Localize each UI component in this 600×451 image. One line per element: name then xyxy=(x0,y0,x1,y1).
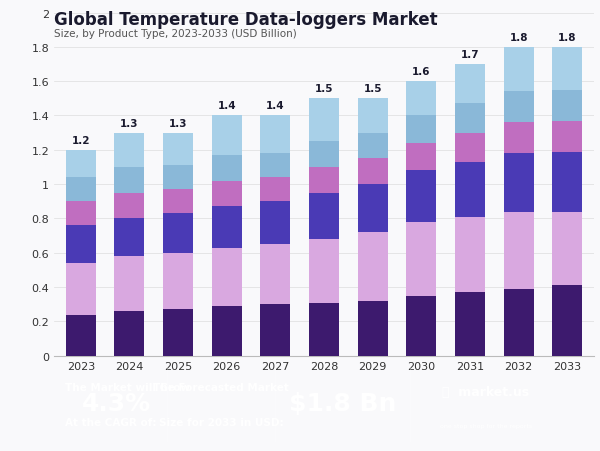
Text: Size, by Product Type, 2023-2033 (USD Billion): Size, by Product Type, 2023-2033 (USD Bi… xyxy=(54,29,297,39)
Bar xyxy=(455,293,485,356)
Bar xyxy=(503,92,533,123)
Text: The Forecasted Market: The Forecasted Market xyxy=(154,382,289,392)
Bar xyxy=(455,65,485,104)
Bar xyxy=(358,133,388,159)
Text: 1.6: 1.6 xyxy=(412,67,431,77)
Bar xyxy=(115,168,145,193)
Bar xyxy=(163,310,193,356)
Text: 1.5: 1.5 xyxy=(315,84,333,94)
Bar xyxy=(163,166,193,190)
Bar xyxy=(65,178,96,202)
Bar xyxy=(503,123,533,154)
Text: 1.7: 1.7 xyxy=(461,50,479,60)
Bar xyxy=(212,306,242,356)
Bar xyxy=(212,116,242,156)
Text: At the CAGR of:: At the CAGR of: xyxy=(65,418,156,428)
Bar xyxy=(406,82,436,116)
Text: The Market will Grow: The Market will Grow xyxy=(65,382,190,392)
Bar xyxy=(552,91,583,121)
Bar xyxy=(115,257,145,311)
Bar xyxy=(260,116,290,154)
Text: Size for 2033 in USD:: Size for 2033 in USD: xyxy=(159,418,284,428)
Bar xyxy=(552,212,583,286)
Bar xyxy=(309,142,339,168)
Text: 1.8: 1.8 xyxy=(558,32,577,43)
Bar xyxy=(552,286,583,356)
Bar xyxy=(115,219,145,257)
Bar xyxy=(115,133,145,168)
Bar xyxy=(455,104,485,133)
Bar xyxy=(406,222,436,296)
Text: 1.3: 1.3 xyxy=(120,118,139,128)
Bar xyxy=(503,48,533,92)
Bar xyxy=(358,185,388,233)
Bar xyxy=(212,207,242,248)
Bar xyxy=(212,248,242,306)
Bar xyxy=(163,253,193,310)
Text: 4.3%: 4.3% xyxy=(82,391,151,415)
Bar xyxy=(260,154,290,178)
Text: Ⓜ  market.us: Ⓜ market.us xyxy=(442,386,530,399)
Bar xyxy=(309,239,339,303)
Text: 1.3: 1.3 xyxy=(169,118,187,128)
Bar xyxy=(358,233,388,301)
Text: $1.8 Bn: $1.8 Bn xyxy=(289,391,397,415)
Bar xyxy=(115,311,145,356)
Bar xyxy=(358,99,388,133)
Text: one stop shop for the reports: one stop shop for the reports xyxy=(440,423,532,428)
Bar xyxy=(212,156,242,181)
Bar xyxy=(115,193,145,219)
Bar xyxy=(358,301,388,356)
Bar xyxy=(552,121,583,152)
Bar xyxy=(260,304,290,356)
Bar xyxy=(163,190,193,214)
Bar xyxy=(406,116,436,143)
Bar xyxy=(309,168,339,193)
Bar xyxy=(406,171,436,222)
Bar xyxy=(358,159,388,185)
Bar xyxy=(455,217,485,293)
Bar xyxy=(503,212,533,289)
Bar xyxy=(65,263,96,315)
Bar xyxy=(455,162,485,217)
Bar xyxy=(163,133,193,166)
Text: 1.8: 1.8 xyxy=(509,32,528,43)
Bar xyxy=(163,214,193,253)
Bar xyxy=(65,226,96,263)
Bar xyxy=(65,151,96,178)
Text: 1.4: 1.4 xyxy=(217,101,236,111)
Bar xyxy=(406,143,436,171)
Bar xyxy=(552,48,583,91)
Bar xyxy=(212,181,242,207)
Text: 1.2: 1.2 xyxy=(71,135,90,145)
Bar xyxy=(260,178,290,202)
Bar xyxy=(503,289,533,356)
Text: 1.4: 1.4 xyxy=(266,101,284,111)
Text: 1.5: 1.5 xyxy=(364,84,382,94)
Text: Global Temperature Data-loggers Market: Global Temperature Data-loggers Market xyxy=(54,11,437,29)
Bar xyxy=(65,315,96,356)
Bar xyxy=(260,202,290,244)
Bar xyxy=(455,133,485,162)
Bar xyxy=(260,244,290,304)
Bar xyxy=(503,154,533,212)
Bar xyxy=(309,99,339,142)
Bar xyxy=(552,152,583,212)
Bar xyxy=(309,193,339,239)
Bar xyxy=(406,296,436,356)
Bar xyxy=(65,202,96,226)
Bar xyxy=(309,303,339,356)
